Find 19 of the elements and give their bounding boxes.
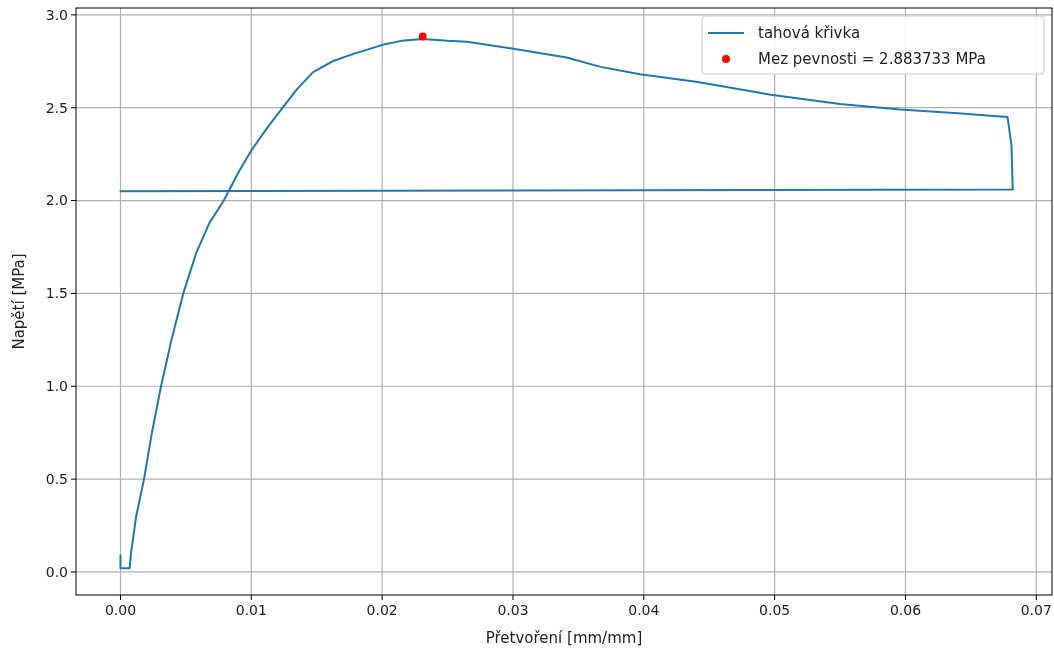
x-tick-label: 0.01 (235, 602, 267, 618)
y-tick-label: 2.0 (45, 192, 68, 209)
y-tick-label: 1.0 (45, 378, 68, 395)
y-tick-label: 2.5 (45, 99, 68, 116)
y-axis-title: Napětí [MPa] (10, 253, 28, 350)
x-tick-label: 0.04 (628, 602, 660, 618)
x-tick-label: 0.07 (1020, 602, 1052, 618)
legend-label: tahová křivka (758, 24, 861, 43)
x-tick-label: 0.05 (759, 602, 791, 618)
legend-label: Mez pevnosti = 2.883733 MPa (758, 50, 986, 69)
x-tick-label: 0.06 (889, 602, 922, 618)
x-axis-title: Přetvoření [mm/mm] (485, 629, 643, 647)
y-tick-label: 0.5 (45, 471, 68, 488)
y-tick-label: 0.0 (45, 563, 68, 580)
y-tick-label: 1.5 (45, 285, 68, 302)
y-tick-label: 3.0 (45, 6, 68, 23)
x-tick-label: 0.02 (366, 602, 398, 618)
x-tick-label: 0.03 (497, 602, 529, 618)
x-tick-label: 0.00 (104, 602, 137, 618)
